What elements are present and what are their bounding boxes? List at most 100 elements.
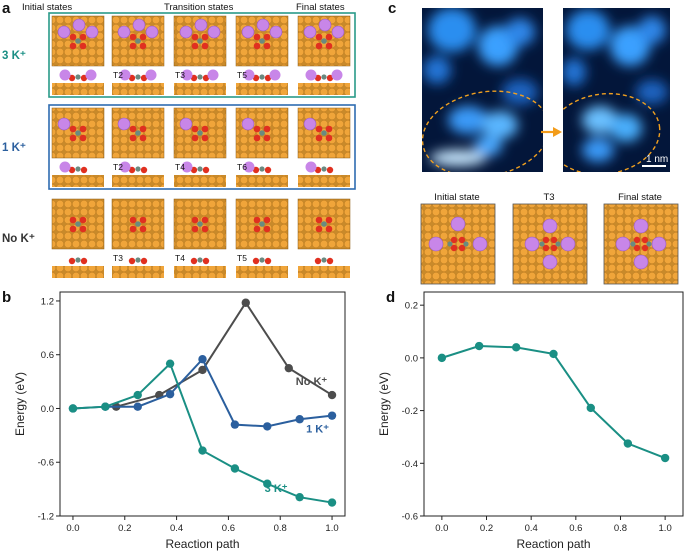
- row-frame: [48, 104, 356, 190]
- plot-frame: [59, 291, 346, 517]
- data-point: [133, 390, 142, 400]
- x-tick-label: 0.6: [569, 523, 582, 534]
- structure-top-view: [51, 107, 105, 159]
- panel-a-row-3: No K⁺ T3 T4 T5: [2, 198, 351, 278]
- data-point: [241, 298, 250, 307]
- data-point: [295, 492, 304, 502]
- stm-image-initial: [422, 8, 543, 172]
- panel-c-structures: Initial state T3 Final state: [420, 192, 679, 285]
- series-label: No K⁺: [296, 376, 328, 388]
- structure-side-view: [52, 69, 104, 95]
- structure-side-view: [298, 69, 350, 95]
- row-label: 3 K⁺: [2, 50, 26, 62]
- data-point: [230, 420, 240, 429]
- data-point: [474, 341, 484, 351]
- y-axis-label: Energy (eV): [13, 372, 27, 436]
- x-tick-label: 0.6: [222, 523, 235, 534]
- chart-d: 0.0 0.2 0.4 0.6 0.8 1.0 0.2 0.0 -0.2 -0.4 -0.6 Reac…: [377, 291, 684, 551]
- data-point: [512, 343, 521, 352]
- structure-side-view: [298, 257, 350, 278]
- structure-top-view: [173, 15, 227, 67]
- structure-top-view: [111, 15, 165, 67]
- structure-side-view: [174, 69, 226, 95]
- y-tick-label: 0.2: [405, 301, 418, 312]
- y-tick-label: -0.6: [38, 458, 54, 469]
- transition-state-label: T3: [175, 70, 185, 80]
- stm-image-final: 1 nm: [563, 8, 670, 172]
- structure-top-view: [235, 198, 289, 250]
- structure-top-view: [297, 107, 351, 159]
- structure-side-view: [236, 257, 288, 278]
- y-axis-label: Energy (eV): [377, 372, 391, 436]
- series-line: [115, 300, 333, 408]
- structure-side-view: [52, 257, 104, 278]
- structure-frame-label: T3: [543, 192, 554, 203]
- structure-side-view: [112, 257, 164, 278]
- structure-top-view: [51, 198, 105, 250]
- data-point: [101, 402, 110, 411]
- structure-side-view: [52, 161, 104, 187]
- data-point: [263, 422, 272, 431]
- x-tick-label: 1.0: [325, 523, 338, 534]
- y-tick-label: 0.0: [41, 404, 54, 415]
- transition-state-label: T4: [175, 253, 185, 263]
- data-point: [586, 403, 595, 413]
- plot-frame: [423, 291, 684, 517]
- data-point: [165, 389, 175, 399]
- structure-top-view: [235, 107, 289, 159]
- structure-top-view: [235, 15, 289, 67]
- data-point: [68, 404, 78, 413]
- panel-a-letter: a: [2, 0, 11, 17]
- x-tick-label: 0.4: [525, 523, 538, 534]
- structure-frame-label: Final state: [618, 192, 662, 203]
- data-point: [198, 355, 207, 364]
- x-tick-label: 0.4: [170, 523, 183, 534]
- data-point: [549, 349, 558, 359]
- structure-frame-1: Initial state: [420, 192, 496, 285]
- header-transition-states: Transition states: [164, 2, 234, 13]
- row-frame: [48, 12, 356, 98]
- data-point: [198, 365, 207, 375]
- y-tick-label: -1.2: [38, 512, 54, 523]
- y-tick-label: 0.6: [41, 350, 54, 361]
- transition-state-label: T5: [237, 70, 247, 80]
- panel-a-rows: 3 K⁺ T2 T3 T5 1 K⁺ T2 T4 T6 No K⁺ T3 T4 T5: [2, 12, 356, 278]
- structure-top-view: [297, 15, 351, 67]
- row-label: No K⁺: [2, 233, 35, 245]
- data-point: [133, 402, 142, 411]
- x-tick-label: 1.0: [659, 523, 672, 534]
- structure-top-view: [173, 107, 227, 159]
- panel-a-row-1: 3 K⁺ T2 T3 T5: [2, 12, 356, 98]
- data-point: [198, 446, 207, 455]
- series-line: [72, 361, 333, 504]
- chart-b: 0.0 0.2 0.4 0.6 0.8 1.0 -1.2 -0.6 0.0 0.6 1.2 React…: [13, 291, 346, 551]
- x-tick-label: 0.2: [480, 523, 493, 534]
- y-tick-label: 1.2: [41, 296, 54, 307]
- y-tick-label: -0.4: [402, 459, 418, 470]
- x-tick-label: 0.2: [118, 523, 131, 534]
- x-tick-label: 0.8: [614, 523, 627, 534]
- data-point: [284, 363, 293, 373]
- structure-side-view: [174, 257, 226, 278]
- data-point: [230, 464, 240, 473]
- structure-side-view: [236, 69, 288, 95]
- series-label: 3 K⁺: [265, 483, 288, 495]
- data-point: [295, 415, 304, 424]
- data-point: [165, 359, 175, 368]
- structure-top-view: [111, 198, 165, 250]
- structure-side-view: [174, 161, 226, 187]
- series-label: 1 K⁺: [306, 424, 329, 436]
- transition-state-label: T5: [237, 253, 247, 263]
- data-point: [263, 479, 272, 488]
- x-tick-label: 0.0: [435, 523, 448, 534]
- structure-frame-label: Initial state: [434, 192, 479, 203]
- y-tick-label: 0.0: [405, 353, 418, 364]
- y-tick-label: -0.2: [402, 406, 418, 417]
- structure-side-view: [236, 161, 288, 187]
- x-axis-label: Reaction path: [516, 537, 590, 551]
- structure-side-view: [112, 69, 164, 95]
- header-initial-states: Initial states: [22, 2, 72, 13]
- structure-top-view: [111, 107, 165, 159]
- transition-state-label: T2: [113, 162, 123, 172]
